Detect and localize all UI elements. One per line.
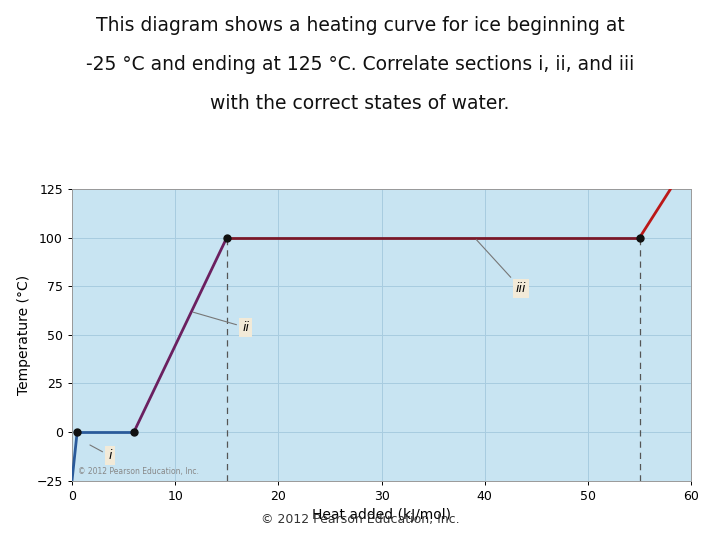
Text: i: i — [90, 445, 112, 462]
Text: -25 °C and ending at 125 °C. Correlate sections i, ii, and iii: -25 °C and ending at 125 °C. Correlate s… — [86, 55, 634, 74]
Text: with the correct states of water.: with the correct states of water. — [210, 94, 510, 113]
Text: © 2012 Pearson Education, Inc.: © 2012 Pearson Education, Inc. — [261, 514, 459, 526]
Text: iii: iii — [477, 240, 526, 295]
X-axis label: Heat added (kJ/mol): Heat added (kJ/mol) — [312, 508, 451, 522]
Y-axis label: Temperature (°C): Temperature (°C) — [17, 275, 31, 395]
Text: This diagram shows a heating curve for ice beginning at: This diagram shows a heating curve for i… — [96, 16, 624, 35]
Text: ii: ii — [194, 312, 249, 334]
Text: © 2012 Pearson Education, Inc.: © 2012 Pearson Education, Inc. — [78, 467, 199, 476]
